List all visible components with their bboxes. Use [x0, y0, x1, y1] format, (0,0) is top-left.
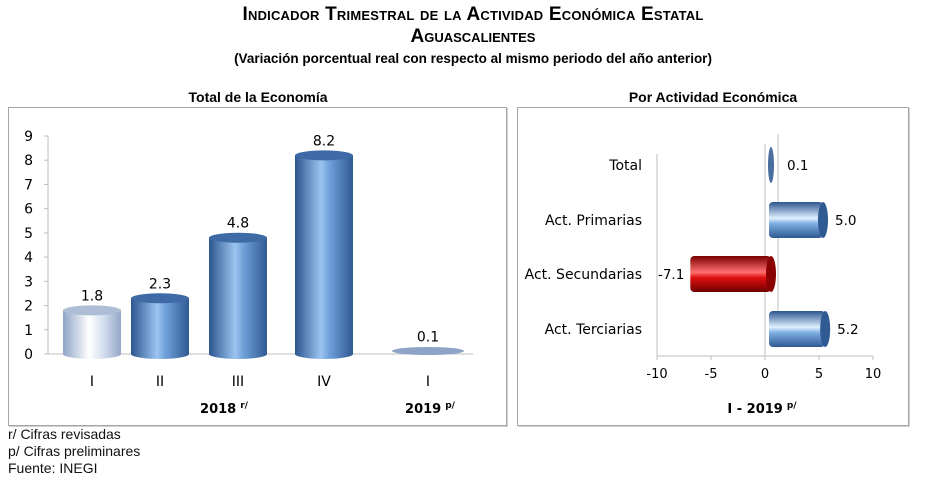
data-label: 1.8	[81, 288, 103, 304]
bar	[769, 311, 826, 347]
x-tick-label: -5	[705, 367, 718, 382]
bar-base	[131, 349, 189, 359]
left-chart-frame: 0 1 2 3 4 5 6 7 8 9 1.8 I 2.3 II 4.8 III 8.2 IV 0.1 I 2018 r/…	[8, 107, 507, 426]
y-tick-label: 9	[24, 129, 33, 145]
data-label: 2.3	[149, 276, 171, 292]
data-label: -7.1	[658, 267, 684, 283]
x-tick-label: -10	[646, 367, 667, 382]
y-tick-label: 6	[24, 202, 33, 218]
data-label: 5.0	[835, 213, 856, 229]
data-label: 4.8	[227, 216, 249, 232]
bar	[131, 298, 189, 354]
x-tick-label: IV	[317, 374, 331, 390]
y-tick-label: 2	[24, 299, 33, 315]
bar	[769, 202, 823, 238]
bar-base	[295, 349, 353, 359]
y-tick-label: 8	[24, 153, 33, 169]
subtitle: (Variación porcentual real con respecto …	[234, 51, 712, 66]
data-label: 0.1	[417, 330, 439, 346]
category-label: Act. Terciarias	[545, 322, 642, 338]
data-label: 8.2	[313, 133, 335, 149]
y-tick-label: 7	[24, 177, 33, 193]
y-tick-label: 4	[24, 250, 33, 266]
total-economy-chart: 0 1 2 3 4 5 6 7 8 9 1.8 I 2.3 II 4.8 III 8.2 IV 0.1 I 2018 r/…	[24, 129, 473, 417]
bar	[209, 237, 267, 354]
bar	[295, 155, 353, 354]
y-tick-label: 0	[24, 347, 33, 363]
y-tick-label: 1	[24, 323, 33, 339]
x-tick-label: 10	[865, 367, 882, 382]
category-label: Total	[608, 158, 642, 174]
bar	[392, 347, 464, 355]
category-label: Act. Secundarias	[525, 267, 642, 283]
y-tick-label: 5	[24, 226, 33, 242]
group-label: 2018 r/	[200, 401, 249, 417]
note-preliminary: p/ Cifras preliminares	[8, 443, 141, 459]
x-tick-label: 0	[761, 367, 769, 382]
x-tick-label: III	[232, 374, 244, 390]
bar-top	[295, 150, 353, 161]
state-title: Aguascalientes	[410, 26, 536, 47]
bar	[690, 256, 771, 292]
activity-chart: -10 -5 0 5 10 0.1 Total 5.0 Act. Primarias -7.1 Ac…	[525, 134, 882, 417]
bar-base	[209, 349, 267, 359]
x-tick-label: 5	[815, 367, 823, 382]
bar-base	[63, 349, 121, 359]
bar-end	[818, 202, 828, 238]
bar-top	[131, 293, 189, 304]
bar-top	[63, 305, 121, 316]
y-tick-label: 3	[24, 274, 33, 290]
data-label: 0.1	[787, 158, 808, 174]
left-chart-title: Total de la Economía	[188, 89, 328, 105]
x-tick-label: I	[426, 374, 430, 390]
group-label: 2019 p/	[405, 401, 456, 417]
note-revised: r/ Cifras revisadas	[8, 426, 121, 442]
main-title: Indicador Trimestral de la Actividad Eco…	[242, 4, 704, 25]
data-label: 5.2	[837, 322, 858, 338]
right-chart-title: Por Actividad Económica	[628, 89, 798, 105]
x-tick-label: II	[156, 374, 164, 390]
bar-top	[209, 232, 267, 243]
footnotes: r/ Cifras revisadas p/ Cifras preliminar…	[8, 426, 140, 477]
category-label: Act. Primarias	[545, 213, 642, 229]
bar-end	[766, 256, 776, 292]
note-source: Fuente: INEGI	[8, 460, 98, 476]
x-tick-label: I	[90, 374, 94, 390]
bar	[63, 310, 121, 354]
bar-end	[820, 311, 831, 347]
bar	[768, 147, 774, 183]
right-chart-frame: -10 -5 0 5 10 0.1 Total 5.0 Act. Primarias -7.1 Ac…	[517, 107, 909, 426]
x-axis-title: I - 2019 p/	[727, 401, 797, 417]
